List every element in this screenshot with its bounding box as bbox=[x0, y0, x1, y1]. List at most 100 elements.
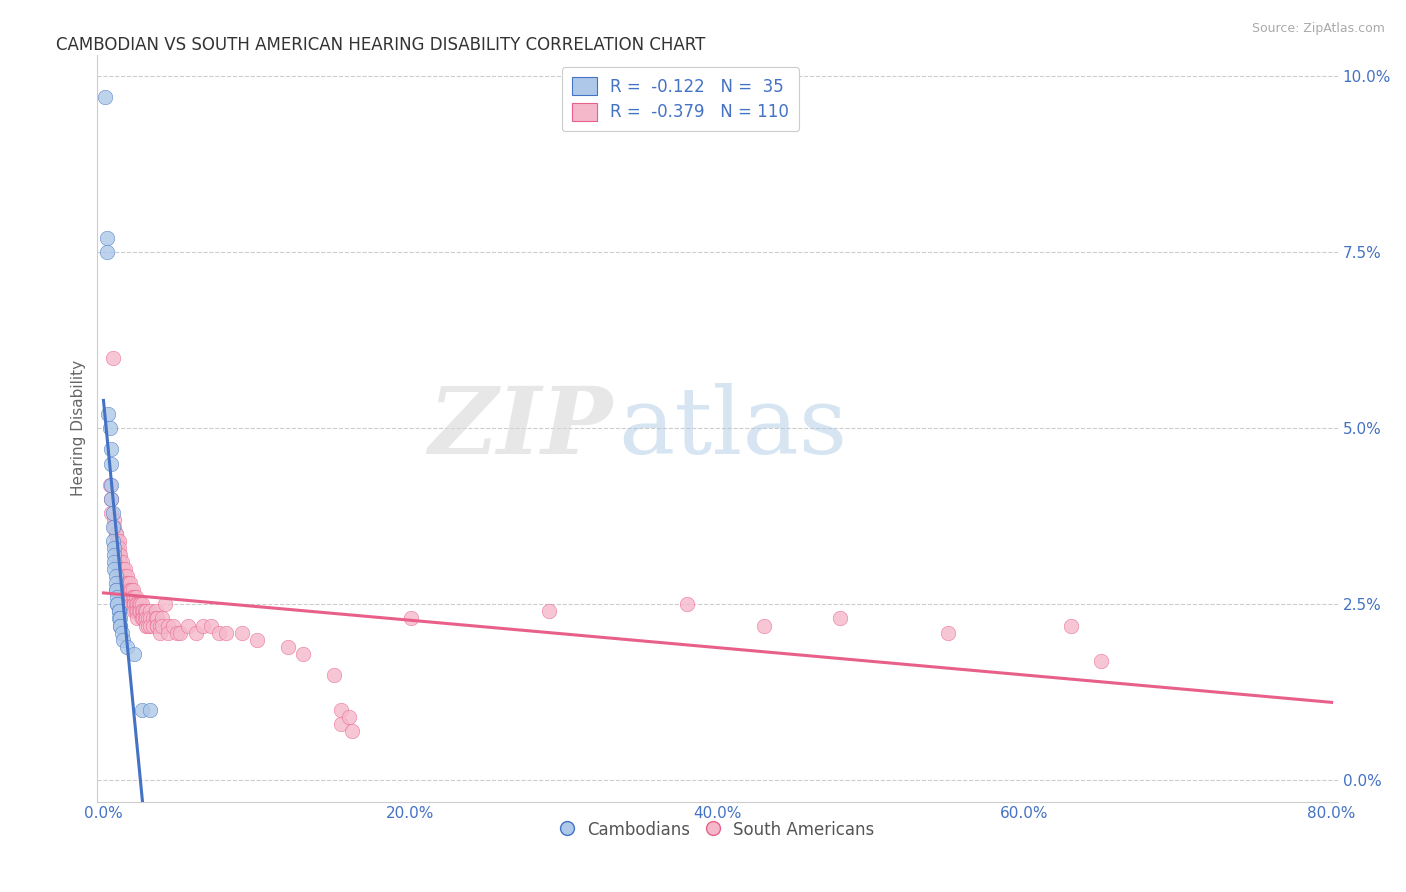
Point bbox=[129, 598, 152, 612]
Point bbox=[105, 534, 128, 549]
Point bbox=[136, 611, 159, 625]
Point bbox=[105, 598, 128, 612]
Point bbox=[118, 591, 141, 605]
Point bbox=[135, 604, 157, 618]
Point bbox=[127, 611, 149, 625]
Point bbox=[101, 534, 124, 549]
Point bbox=[101, 520, 124, 534]
Point bbox=[105, 598, 128, 612]
Point bbox=[145, 611, 167, 625]
Point bbox=[100, 491, 122, 506]
Point bbox=[150, 618, 173, 632]
Point bbox=[110, 555, 132, 569]
Point bbox=[111, 555, 134, 569]
Point bbox=[108, 604, 131, 618]
Point bbox=[246, 632, 269, 647]
Point bbox=[1090, 654, 1112, 668]
Y-axis label: Hearing Disability: Hearing Disability bbox=[72, 360, 86, 497]
Point bbox=[135, 611, 157, 625]
Point bbox=[162, 618, 184, 632]
Point bbox=[122, 591, 145, 605]
Point bbox=[110, 562, 132, 576]
Point bbox=[104, 527, 127, 541]
Point bbox=[108, 604, 131, 618]
Point bbox=[131, 604, 153, 618]
Point bbox=[122, 598, 145, 612]
Point bbox=[108, 534, 131, 549]
Point bbox=[94, 90, 117, 104]
Point bbox=[292, 647, 315, 661]
Point bbox=[169, 625, 191, 640]
Point bbox=[120, 591, 142, 605]
Point bbox=[149, 625, 172, 640]
Point bbox=[277, 640, 299, 654]
Point bbox=[103, 548, 125, 562]
Point bbox=[110, 618, 132, 632]
Point bbox=[100, 457, 122, 471]
Text: Source: ZipAtlas.com: Source: ZipAtlas.com bbox=[1251, 22, 1385, 36]
Point bbox=[112, 632, 135, 647]
Point bbox=[145, 604, 167, 618]
Point bbox=[100, 442, 122, 457]
Point bbox=[104, 583, 127, 598]
Point bbox=[120, 583, 142, 598]
Point bbox=[149, 618, 172, 632]
Point bbox=[111, 569, 134, 583]
Point bbox=[108, 541, 131, 555]
Point bbox=[135, 618, 157, 632]
Point bbox=[118, 583, 141, 598]
Point bbox=[125, 598, 148, 612]
Point bbox=[103, 541, 125, 555]
Point bbox=[120, 598, 142, 612]
Point bbox=[112, 569, 135, 583]
Point bbox=[127, 604, 149, 618]
Point bbox=[231, 625, 253, 640]
Point bbox=[121, 591, 143, 605]
Point bbox=[121, 583, 143, 598]
Point bbox=[330, 717, 353, 731]
Point bbox=[100, 491, 122, 506]
Point bbox=[104, 576, 127, 591]
Point bbox=[118, 576, 141, 591]
Point bbox=[96, 245, 118, 260]
Point bbox=[132, 611, 155, 625]
Point bbox=[936, 625, 959, 640]
Point bbox=[108, 548, 131, 562]
Point bbox=[131, 611, 153, 625]
Point bbox=[215, 625, 238, 640]
Point bbox=[138, 611, 160, 625]
Point bbox=[103, 555, 125, 569]
Point bbox=[117, 583, 139, 598]
Point bbox=[125, 591, 148, 605]
Point bbox=[138, 703, 160, 717]
Point bbox=[177, 618, 200, 632]
Point bbox=[103, 562, 125, 576]
Point bbox=[184, 625, 207, 640]
Point bbox=[118, 591, 141, 605]
Point bbox=[98, 477, 121, 491]
Point bbox=[322, 668, 344, 682]
Point bbox=[136, 618, 159, 632]
Point bbox=[129, 604, 152, 618]
Point bbox=[150, 611, 173, 625]
Point bbox=[115, 576, 138, 591]
Point bbox=[114, 576, 136, 591]
Point bbox=[131, 598, 153, 612]
Point bbox=[117, 576, 139, 591]
Point bbox=[1059, 618, 1081, 632]
Point bbox=[340, 724, 363, 739]
Point bbox=[100, 506, 122, 520]
Point bbox=[138, 604, 160, 618]
Point bbox=[166, 625, 188, 640]
Point bbox=[122, 647, 145, 661]
Point bbox=[97, 407, 120, 421]
Point bbox=[96, 231, 118, 245]
Point bbox=[146, 611, 169, 625]
Point bbox=[105, 541, 128, 555]
Point bbox=[830, 611, 852, 625]
Point bbox=[108, 555, 131, 569]
Point bbox=[115, 640, 138, 654]
Point bbox=[153, 598, 176, 612]
Point bbox=[104, 569, 127, 583]
Point bbox=[127, 598, 149, 612]
